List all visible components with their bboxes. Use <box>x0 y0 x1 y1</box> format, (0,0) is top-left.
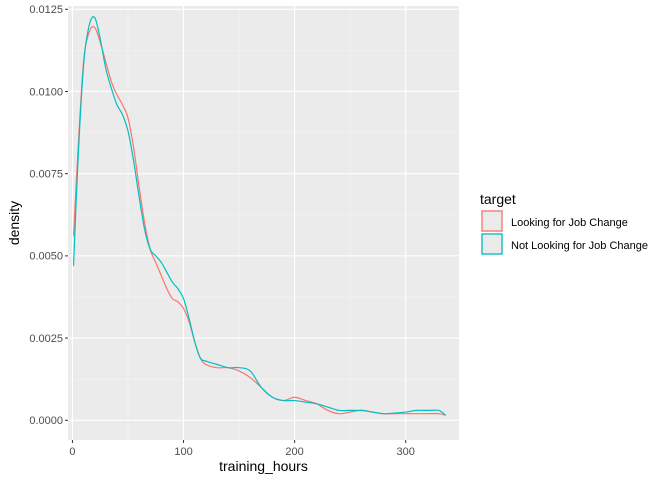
major-gridlines <box>68 6 459 440</box>
x-axis-title: training_hours <box>219 458 308 474</box>
y-tick-label: 0.0075 <box>29 168 63 180</box>
legend-label-looking: Looking for Job Change <box>511 217 628 229</box>
y-tick-label: 0.0050 <box>29 251 63 263</box>
y-axis-title: density <box>6 201 22 245</box>
minor-gridlines <box>68 6 459 440</box>
legend-item-looking: Looking for Job Change <box>481 210 628 232</box>
y-tick-label: 0.0100 <box>29 86 63 98</box>
legend: target Looking for Job Change Not Lookin… <box>480 191 648 255</box>
legend-swatch-looking <box>481 210 503 232</box>
legend-swatch-not-looking <box>481 233 503 255</box>
y-tick-label: 0.0125 <box>29 4 63 16</box>
series-lines <box>72 16 447 416</box>
legend-item-not-looking: Not Looking for Job Change <box>481 233 648 255</box>
y-tick-label: 0.0025 <box>29 333 63 345</box>
x-tick-label: 200 <box>285 446 303 458</box>
y-tick-label: 0.0000 <box>29 415 63 427</box>
density-line-not-looking <box>72 16 447 416</box>
legend-title: target <box>480 191 516 207</box>
x-tick-label: 0 <box>69 446 75 458</box>
x-tick-label: 100 <box>174 446 192 458</box>
x-axis: 0 100 200 300 <box>69 440 415 458</box>
plot-panel <box>68 6 459 440</box>
x-tick-label: 300 <box>397 446 415 458</box>
legend-label-not-looking: Not Looking for Job Change <box>511 240 648 252</box>
y-axis: 0.0000 0.0025 0.0050 0.0075 0.0100 0.0125 <box>29 4 68 427</box>
